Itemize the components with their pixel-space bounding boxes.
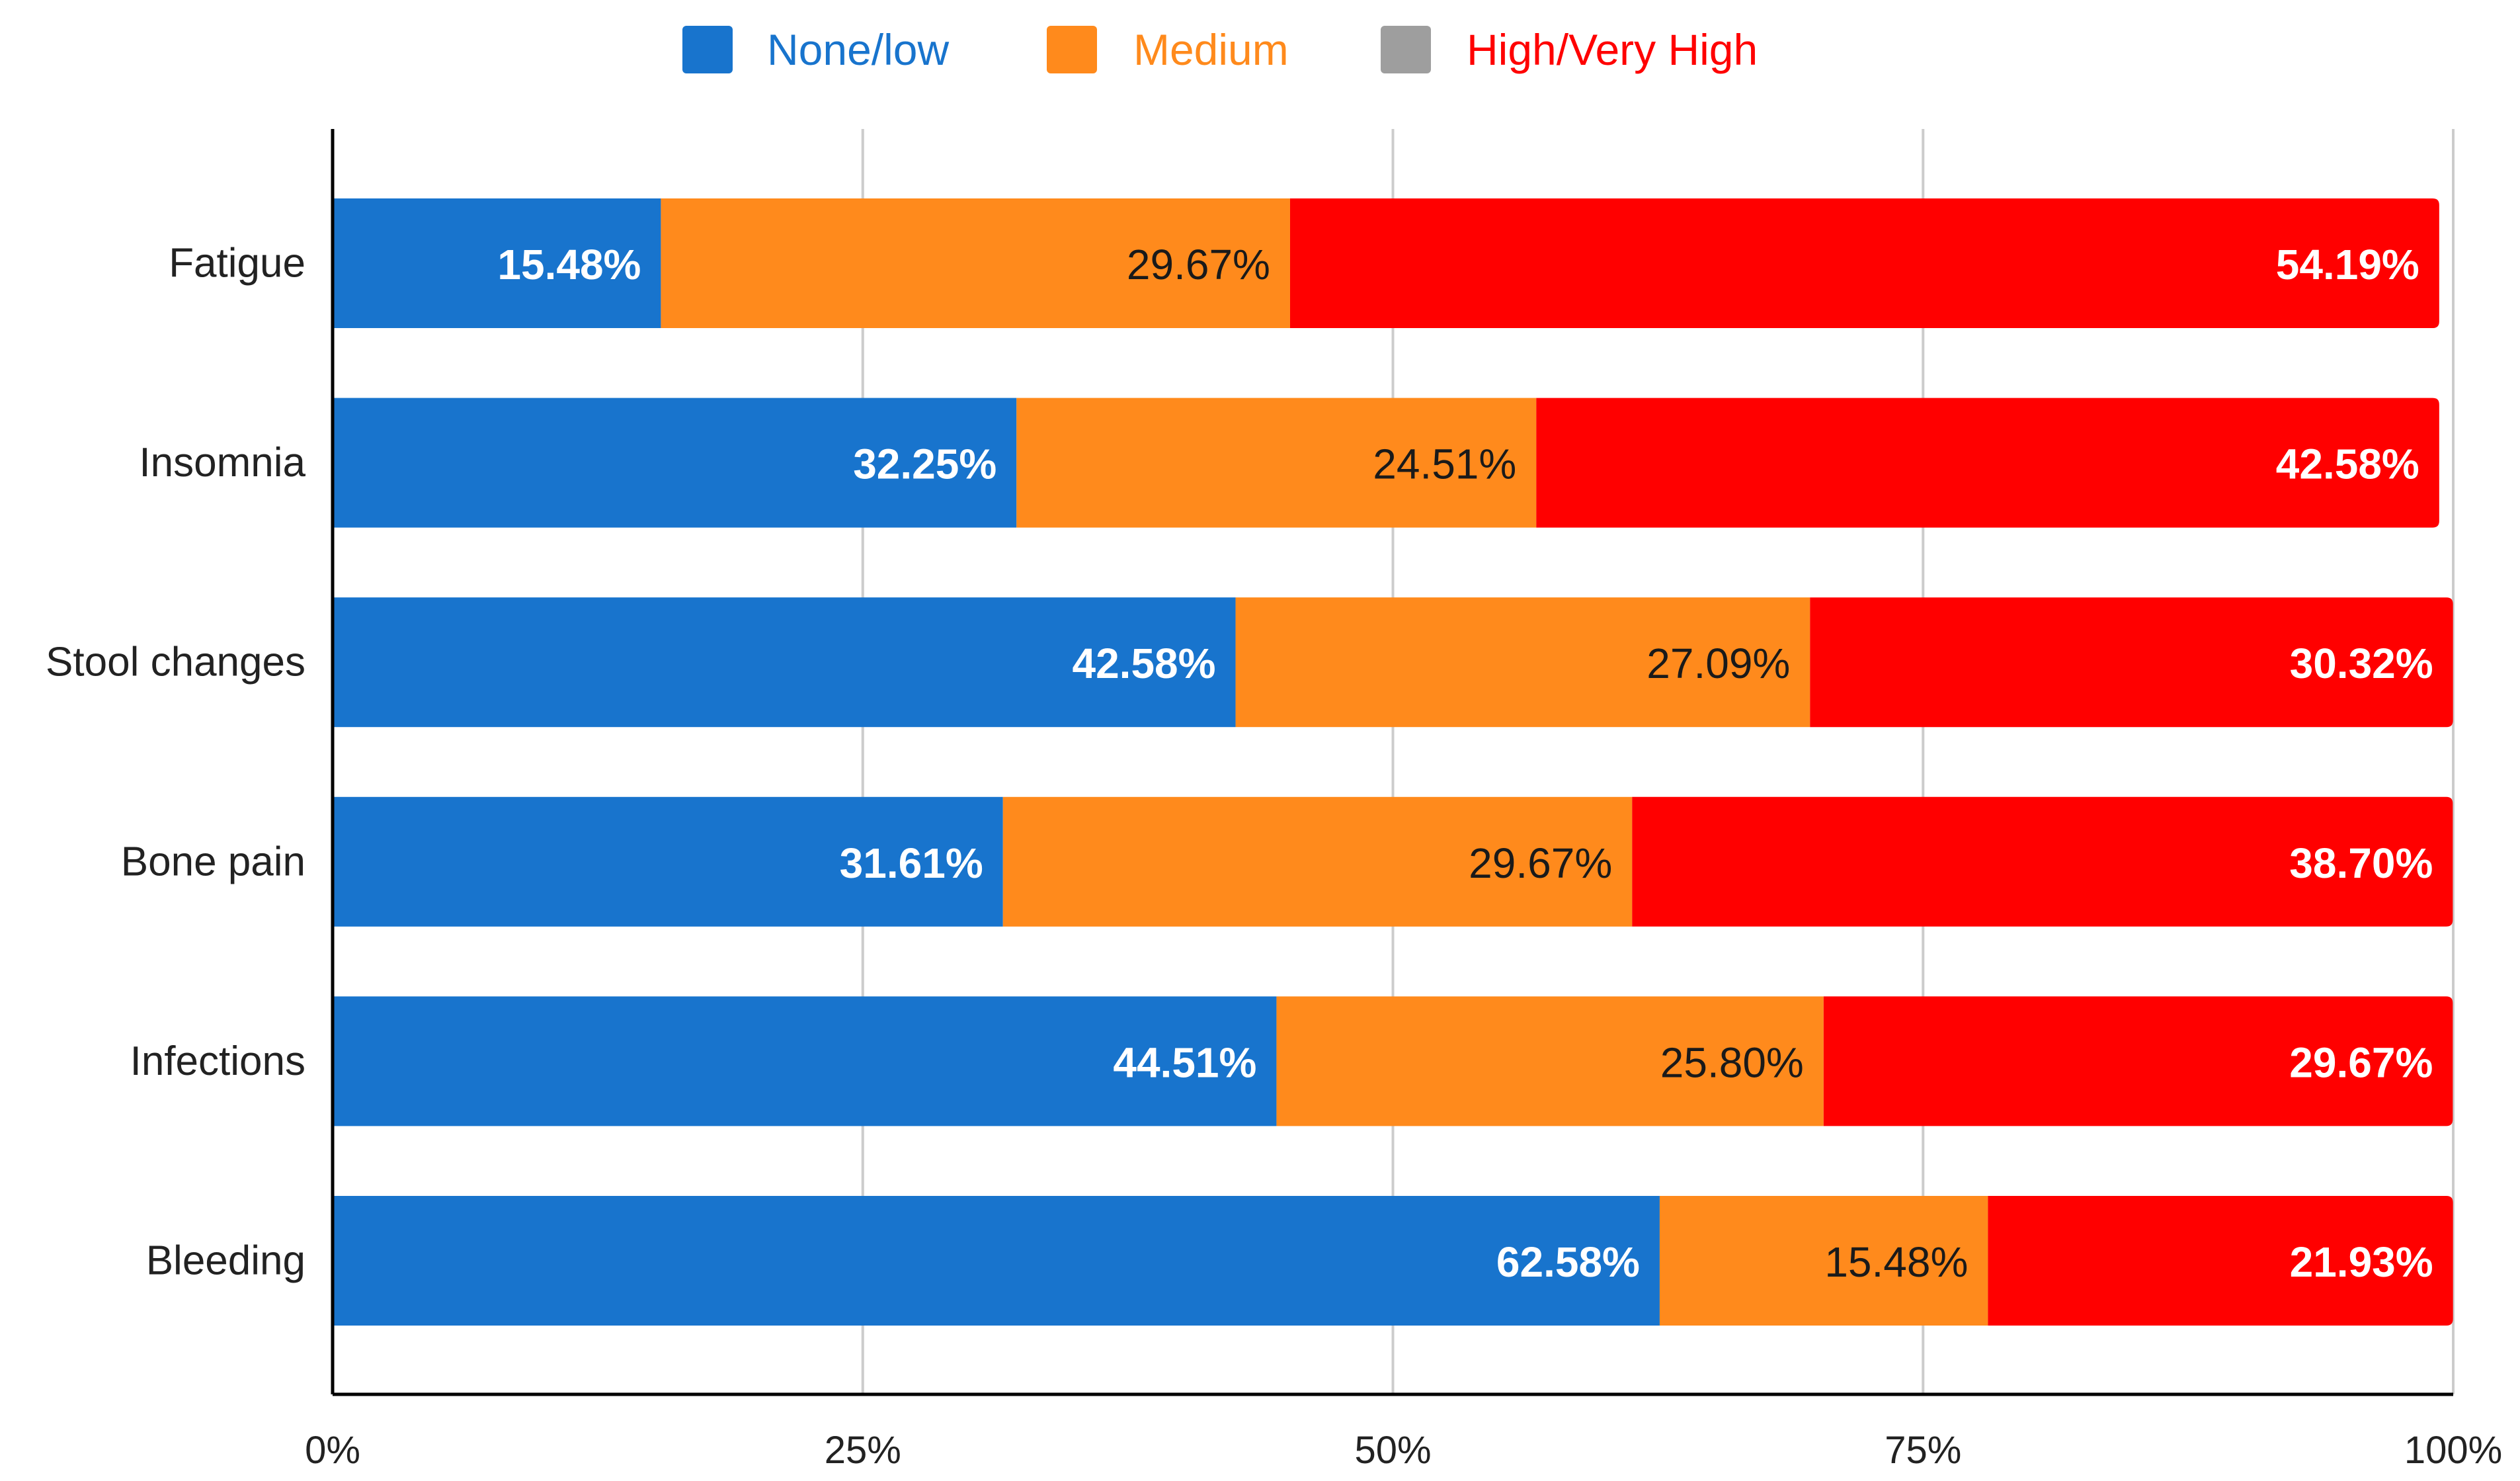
bar-segment [333, 398, 1017, 528]
bar-segment [1235, 597, 1810, 728]
data-label: 21.93% [2290, 1238, 2433, 1286]
data-label: 25.80% [1660, 1038, 1804, 1086]
bar-segment [1289, 198, 2439, 328]
legend-label: High/Very High [1467, 25, 1758, 74]
bar-segment [1276, 996, 1824, 1126]
x-tick-label: 50% [1354, 1429, 1431, 1472]
data-label: 42.58% [2276, 441, 2419, 488]
legend-swatch [682, 26, 733, 73]
bar-segment [661, 198, 1290, 328]
data-label: 31.61% [840, 839, 983, 887]
bar-segment [1810, 597, 2453, 728]
bar-segment [1823, 996, 2453, 1126]
data-label: 42.58% [1072, 640, 1215, 687]
bar-segment [333, 996, 1277, 1126]
bar-segment [1659, 1196, 1988, 1326]
data-label: 29.67% [1127, 241, 1270, 288]
category-label: Insomnia [139, 440, 305, 486]
category-label: Fatigue [169, 241, 305, 286]
bar-segment [1988, 1196, 2453, 1326]
bar-segment [1002, 796, 1633, 927]
x-tick-label: 0% [305, 1429, 360, 1472]
category-label: Bone pain [121, 839, 305, 884]
x-tick-label: 100% [2404, 1429, 2502, 1472]
legend-swatch [1047, 26, 1097, 73]
legend-label: None/low [767, 25, 949, 74]
category-label: Infections [130, 1038, 305, 1084]
category-label: Bleeding [146, 1238, 305, 1284]
legend-label: Medium [1133, 25, 1289, 74]
legend-swatch [1381, 26, 1431, 73]
bar-segment [333, 796, 1003, 927]
data-label: 62.58% [1496, 1238, 1640, 1286]
bar-segment [1632, 796, 2453, 927]
x-tick-label: 25% [825, 1429, 901, 1472]
data-label: 54.19% [2276, 241, 2419, 288]
bar-segment [333, 1196, 1660, 1326]
data-label: 24.51% [1373, 441, 1516, 488]
bar-segment [333, 198, 661, 328]
x-tick-label: 75% [1885, 1429, 1961, 1472]
data-label: 15.48% [1824, 1238, 1968, 1286]
data-label: 30.32% [2290, 640, 2433, 687]
bar-segment [1016, 398, 1537, 528]
data-label: 32.25% [853, 441, 996, 488]
bar-segment [1536, 398, 2439, 528]
category-label: Stool changes [46, 640, 305, 685]
data-label: 44.51% [1113, 1038, 1256, 1086]
data-label: 29.67% [1469, 839, 1612, 887]
data-label: 27.09% [1646, 640, 1790, 687]
bar-segment [333, 597, 1236, 728]
data-label: 29.67% [2289, 1038, 2433, 1086]
data-label: 15.48% [497, 241, 641, 288]
data-label: 38.70% [2289, 839, 2433, 887]
